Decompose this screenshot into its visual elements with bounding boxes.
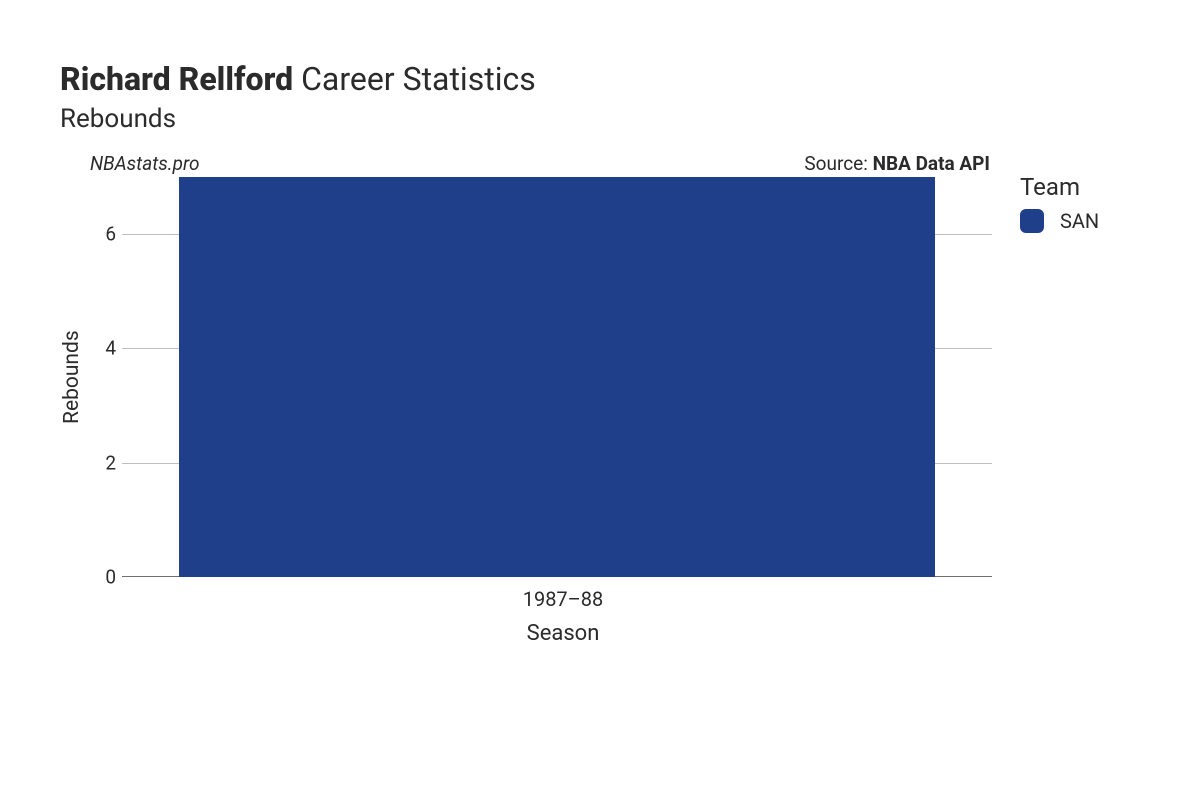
- x-tick-label: 1987–88: [523, 587, 604, 611]
- plot-area: [122, 177, 992, 577]
- y-tick-label: 0: [105, 566, 116, 589]
- legend-items: SAN: [1020, 209, 1099, 233]
- chart-title: Richard Rellford Career Statistics: [60, 60, 1160, 98]
- source-label: Source: NBA Data API: [804, 152, 990, 175]
- title-player-name: Richard Rellford: [60, 60, 293, 98]
- chart-subtitle: Rebounds: [60, 104, 1160, 134]
- legend: Team SAN: [1020, 173, 1099, 233]
- y-tick-label: 6: [105, 223, 116, 246]
- brand-label: NBAstats.pro: [90, 152, 200, 175]
- y-tick-label: 2: [105, 451, 116, 474]
- source-prefix: Source:: [804, 152, 872, 175]
- y-axis-label: Rebounds: [60, 177, 84, 577]
- bar: [179, 177, 936, 577]
- y-tick-label: 4: [105, 337, 116, 360]
- title-suffix: Career Statistics: [293, 60, 536, 98]
- x-axis-label: Season: [128, 621, 998, 646]
- legend-swatch: [1020, 209, 1044, 233]
- plot-container: Rebounds 0246 Team SAN: [60, 177, 1160, 577]
- legend-item: SAN: [1020, 209, 1099, 233]
- legend-label: SAN: [1060, 209, 1099, 233]
- chart-container: Richard Rellford Career Statistics Rebou…: [60, 60, 1160, 646]
- legend-title: Team: [1020, 173, 1099, 201]
- source-name: NBA Data API: [873, 152, 990, 175]
- y-axis-ticks: 0246: [92, 177, 122, 577]
- meta-row: NBAstats.pro Source: NBA Data API: [90, 152, 990, 175]
